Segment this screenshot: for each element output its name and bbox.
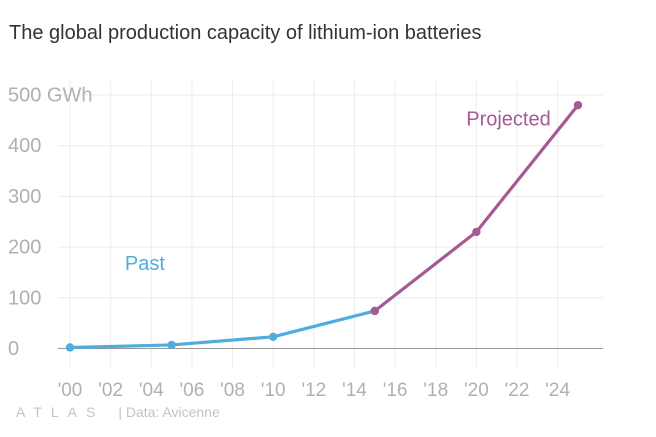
atlas-logo: ATLAS: [16, 404, 105, 420]
x-tick-label: '08: [220, 380, 245, 401]
x-tick-label: '14: [342, 380, 367, 401]
y-tick-label: 200: [8, 237, 41, 259]
x-tick-label: '02: [98, 380, 123, 401]
y-tick-label: 500 GWh: [8, 85, 92, 107]
series-label-past: Past: [125, 253, 165, 275]
x-tick-label: '06: [180, 380, 205, 401]
x-tick-label: '04: [139, 380, 164, 401]
data-point: [472, 227, 481, 237]
data-point: [269, 332, 278, 342]
data-point: [167, 340, 176, 350]
series-line-past: [68, 309, 377, 350]
x-tick-label: '24: [545, 380, 570, 401]
x-tick-label: '20: [464, 380, 489, 401]
x-tick-label: '00: [58, 380, 83, 401]
chart-title: The global production capacity of lithiu…: [9, 22, 482, 44]
series-label-projected: Projected: [466, 108, 551, 130]
data-point: [370, 306, 379, 316]
data-point: [573, 100, 583, 110]
y-tick-label: 400: [8, 135, 41, 157]
x-tick-label: '18: [423, 380, 448, 401]
x-tick-label: '22: [505, 380, 530, 401]
x-tick-label: '10: [261, 380, 286, 401]
x-axis-ticks: '00 '02 '04 '06 '08 '10 '12 '14 '16 '18 '20 '22 '24: [58, 380, 571, 401]
y-axis-ticks: 0 100 200 300 400 500 GWh: [8, 85, 92, 361]
data-source-credit: | Data: Avicenne: [118, 404, 220, 420]
y-tick-label: 0: [8, 338, 19, 360]
series-labels: Past Projected: [125, 108, 551, 274]
series-lines: [65, 100, 583, 352]
y-tick-label: 100: [8, 287, 41, 309]
footer: ATLAS | Data: Avicenne: [16, 404, 220, 420]
data-point: [65, 343, 75, 352]
y-tick-label: 300: [8, 186, 41, 208]
x-tick-label: '16: [383, 380, 408, 401]
x-tick-label: '12: [301, 380, 326, 401]
